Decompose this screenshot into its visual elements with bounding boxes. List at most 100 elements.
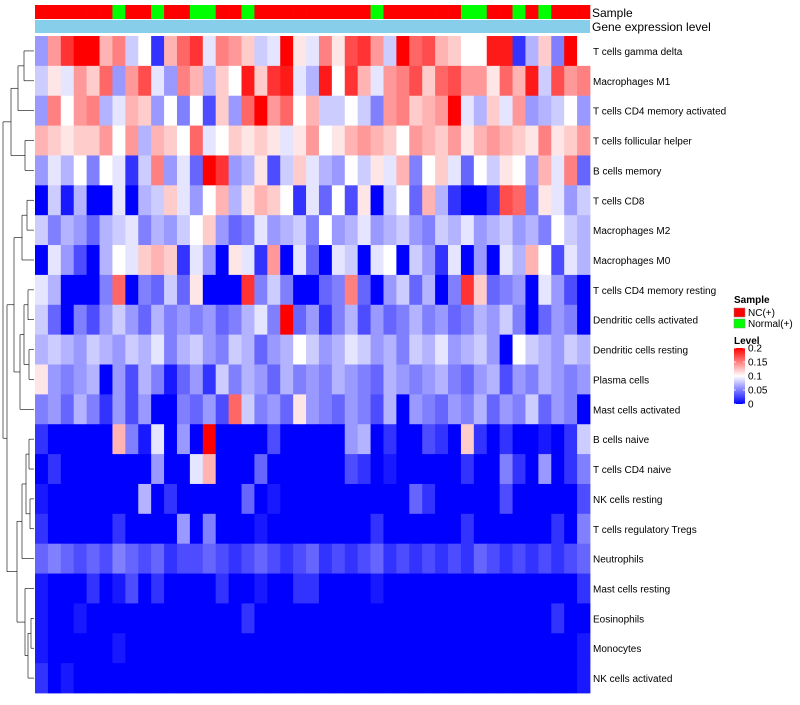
heatmap-cell <box>525 334 539 365</box>
heatmap-cell <box>60 215 75 246</box>
heatmap-cells <box>35 36 591 694</box>
heatmap-cell <box>99 603 113 634</box>
heatmap-cell <box>383 663 397 694</box>
heatmap-cell <box>370 394 384 425</box>
heatmap-cell <box>564 573 578 604</box>
heatmap-cell <box>60 125 75 156</box>
heatmap-cell <box>486 633 501 664</box>
heatmap-cell <box>306 603 320 634</box>
heatmap-cell <box>164 394 178 425</box>
heatmap-cell <box>564 513 578 545</box>
heatmap-cell <box>525 394 539 425</box>
legend-tick-label: 0.05 <box>748 386 768 397</box>
heatmap-cell <box>306 364 320 395</box>
heatmap-cell <box>73 245 88 276</box>
heatmap-cell <box>306 394 320 425</box>
heatmap-cell <box>293 513 307 545</box>
heatmap-cell <box>47 454 62 485</box>
heatmap-cell <box>86 543 100 574</box>
heatmap-cell <box>35 394 49 425</box>
heatmap-cell <box>499 513 513 545</box>
heatmap-cell <box>331 65 346 97</box>
heatmap-cell <box>228 95 242 126</box>
heatmap-cell <box>512 513 526 545</box>
heatmap-cell <box>318 155 333 186</box>
heatmap-cell <box>499 274 513 306</box>
heatmap-cell <box>448 573 462 604</box>
heatmap-cell <box>60 36 75 67</box>
sample-annotation-cell <box>370 5 384 19</box>
heatmap-cell <box>318 633 333 664</box>
heatmap-cell <box>331 394 346 425</box>
heatmap-cell <box>551 125 565 156</box>
sample-annotation-cell <box>344 5 358 19</box>
heatmap-cell <box>125 95 139 126</box>
heatmap-cell <box>267 424 281 455</box>
heatmap-cell <box>409 36 423 67</box>
heatmap-cell <box>577 304 591 336</box>
heatmap-cell <box>47 663 62 694</box>
heatmap-cell <box>486 36 501 67</box>
heatmap-cell <box>383 304 397 336</box>
heatmap-cell <box>99 65 113 97</box>
row-label: Plasma cells <box>593 375 649 386</box>
heatmap-cell <box>254 483 268 515</box>
heatmap-cell <box>60 543 75 574</box>
heatmap-cell <box>202 65 217 97</box>
heatmap-cell <box>35 65 49 97</box>
heatmap-cell <box>422 334 436 365</box>
sample-annotation-cell <box>383 5 397 19</box>
heatmap-cell <box>344 603 359 634</box>
row-label: T cells CD8 <box>593 196 645 207</box>
heatmap-cell <box>448 424 462 455</box>
heatmap-cell <box>448 304 462 336</box>
heatmap-cell <box>383 36 397 67</box>
heatmap-cell <box>73 633 88 664</box>
heatmap-cell <box>35 215 49 246</box>
heatmap-cell <box>176 603 191 634</box>
heatmap-cell <box>435 633 449 664</box>
heatmap-cell <box>189 394 204 425</box>
heatmap-cell <box>525 36 539 67</box>
heatmap-cell <box>86 95 100 126</box>
heatmap-cell <box>86 245 100 276</box>
heatmap-cell <box>564 483 578 515</box>
heatmap-cell <box>151 454 165 485</box>
legend-swatch-normal <box>733 318 746 329</box>
sample-annotation-cell <box>267 5 281 19</box>
heatmap-cell <box>112 65 126 97</box>
heatmap-cell <box>306 573 320 604</box>
heatmap-cell <box>486 454 501 485</box>
heatmap-cell <box>267 65 281 97</box>
sample-annotation-cell <box>293 5 307 19</box>
heatmap-cell <box>176 364 191 395</box>
heatmap-cell <box>189 424 204 455</box>
heatmap-cell <box>357 155 371 186</box>
heatmap-cell <box>318 663 333 694</box>
heatmap-cell <box>73 155 88 186</box>
heatmap-cell <box>396 215 410 246</box>
heatmap-cell <box>35 483 49 515</box>
heatmap-cell <box>435 215 449 246</box>
heatmap-cell <box>280 95 294 126</box>
heatmap-cell <box>306 274 320 306</box>
heatmap-cell <box>473 633 488 664</box>
row-label: Mast cells activated <box>593 405 680 416</box>
heatmap-cell <box>512 663 526 694</box>
heatmap-cell <box>383 334 397 365</box>
heatmap-cell <box>331 364 346 395</box>
heatmap-cell <box>202 185 217 216</box>
heatmap-cell <box>383 215 397 246</box>
heatmap-cell <box>35 125 49 156</box>
legend-level-title: Level <box>734 336 760 347</box>
heatmap-cell <box>35 36 49 67</box>
heatmap-cell <box>86 274 100 306</box>
heatmap-cell <box>512 155 526 186</box>
heatmap-cell <box>47 185 62 216</box>
heatmap-cell <box>164 573 178 604</box>
heatmap-cell <box>409 155 423 186</box>
heatmap-cell <box>512 483 526 515</box>
heatmap-cell <box>60 573 75 604</box>
sample-annotation-cell <box>577 5 591 19</box>
